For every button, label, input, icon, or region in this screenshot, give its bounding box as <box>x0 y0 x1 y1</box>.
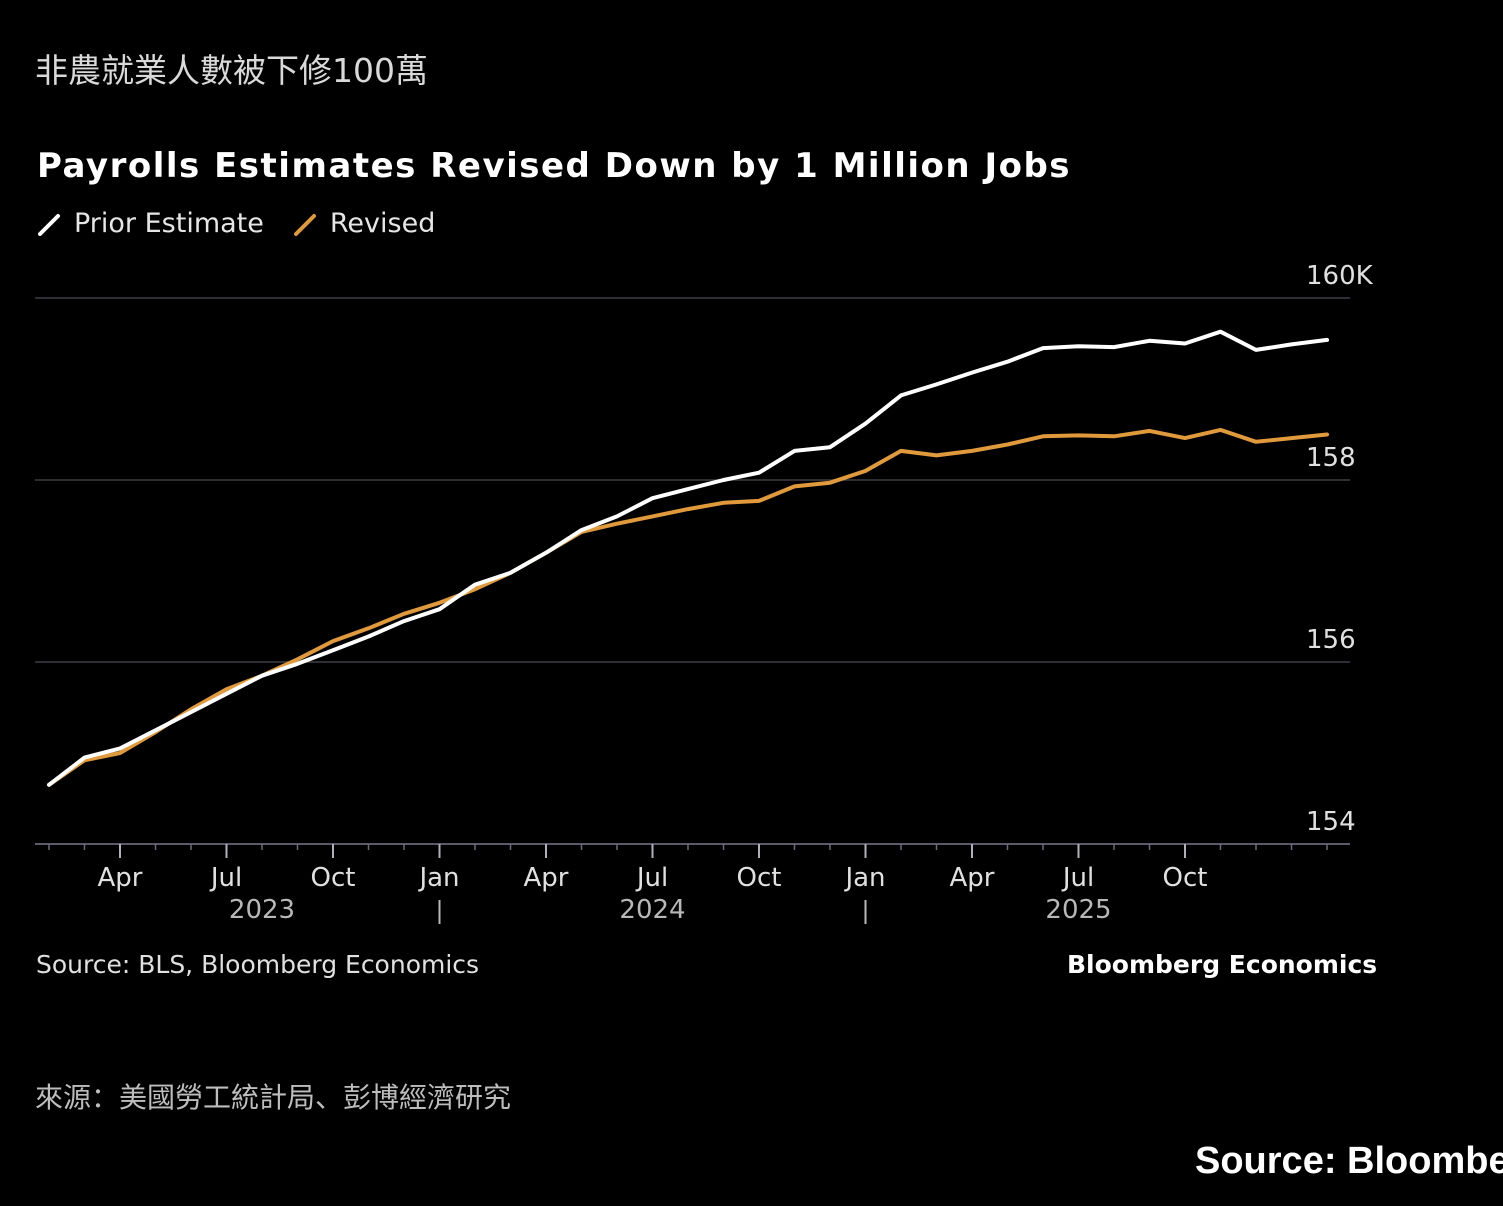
x-tick-label: Jul <box>209 863 242 893</box>
legend-label-prior-estimate: Prior Estimate <box>74 208 264 239</box>
x-tick-label: Jul <box>1061 863 1094 893</box>
x-tick-label: Apr <box>950 863 995 893</box>
y-tick-label-156: 156 <box>1306 625 1356 655</box>
x-tick-label: Oct <box>1163 863 1208 893</box>
legend-swatch-prior-estimate <box>38 213 60 236</box>
legend: Prior Estimate Revised <box>36 208 463 239</box>
series-lines <box>47 329 1329 787</box>
gridlines <box>35 297 1350 845</box>
legend-label-revised: Revised <box>329 208 436 239</box>
legend-swatch-revised <box>293 213 316 236</box>
y-axis-ticks: 160K 158 156 154 <box>1306 261 1374 837</box>
legend-item-revised: Revised <box>292 208 435 239</box>
x-tick-label: Jan <box>417 863 459 893</box>
series-line-revised <box>47 427 1329 787</box>
x-tick-label: Jul <box>635 863 668 893</box>
x-tick-label: Apr <box>524 863 569 893</box>
x-year-label: 2023 <box>229 895 295 925</box>
x-year-label: 2024 <box>619 895 685 925</box>
y-tick-label-160: 160K <box>1306 261 1374 291</box>
x-tick-label: Jan <box>843 863 885 893</box>
chart-title: Payrolls Estimates Revised Down by 1 Mil… <box>37 146 1072 186</box>
source-note: Source: BLS, Bloomberg Economics <box>36 950 480 979</box>
chinese-source-note: 來源：美國勞工統計局、彭博經濟研究 <box>35 1081 512 1114</box>
corner-source-caption: Source: Bloombe <box>1195 1140 1503 1182</box>
x-year-label: 2025 <box>1045 895 1111 925</box>
y-tick-label-158: 158 <box>1306 443 1356 473</box>
y-tick-label-154: 154 <box>1306 807 1356 837</box>
x-tick-label: Oct <box>311 863 356 893</box>
series-line-prior-estimate <box>47 329 1329 787</box>
brand-logo-text: Bloomberg Economics <box>1067 950 1378 979</box>
x-tick-label: Apr <box>98 863 143 893</box>
x-axis: Apr Jul Oct Jan Apr Jul Oct Jan Apr Jul Oct 2023 202… <box>48 844 1328 925</box>
x-tick-label: Oct <box>737 863 782 893</box>
chinese-title: 非農就業人數被下修100萬 <box>35 51 428 90</box>
legend-item-prior-estimate: Prior Estimate <box>36 208 264 239</box>
